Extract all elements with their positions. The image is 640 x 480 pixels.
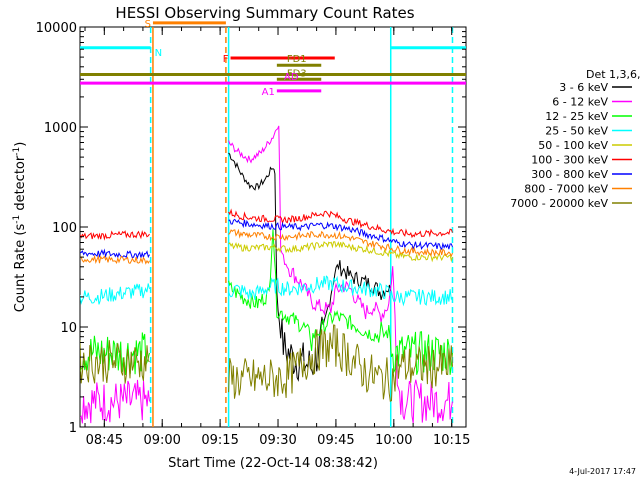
chart-title: HESSI Observing Summary Count Rates xyxy=(115,4,414,22)
series-line xyxy=(80,230,150,241)
series-line xyxy=(80,254,150,265)
y-axis-label-sup2: -1 xyxy=(12,147,22,156)
y-tick-label: 100 xyxy=(52,221,77,236)
series-line xyxy=(80,332,150,376)
series-line xyxy=(228,152,392,382)
series-25-50-kev xyxy=(80,275,453,307)
series-12-25-kev xyxy=(80,229,453,376)
y-axis-label-sup1: -1 xyxy=(12,215,22,224)
series-line xyxy=(228,275,453,307)
series-50-100-kev xyxy=(228,241,453,263)
series-line xyxy=(80,248,150,260)
legend-title: Det 1,3,6,9 xyxy=(586,68,640,81)
x-tick-label: 09:30 xyxy=(259,433,296,448)
y-tick-label: 1 xyxy=(69,421,77,436)
legend-label: 800 - 7000 keV xyxy=(524,183,608,196)
flag-label: S xyxy=(145,19,151,30)
legend-label: 50 - 100 keV xyxy=(538,139,608,152)
flag-label: A1 xyxy=(262,87,275,98)
series-line xyxy=(228,228,453,258)
x-tick-label: 10:15 xyxy=(433,433,470,448)
x-tick-label: 09:00 xyxy=(143,433,180,448)
legend-label: 3 - 6 keV xyxy=(559,81,608,94)
y-tick-label: 10000 xyxy=(36,21,77,36)
y-axis: 1 10 100 1000 10000 xyxy=(36,21,466,436)
x-axis-label: Start Time (22-Oct-14 08:38:42) xyxy=(168,456,378,471)
flag-label: F xyxy=(223,54,229,65)
legend-label: 300 - 800 keV xyxy=(531,168,608,181)
x-axis: 08:45 09:00 09:15 09:30 09:45 10:00 10:15 xyxy=(84,27,470,448)
y-axis-label: Count Rate (s-1 detector-1) xyxy=(12,142,28,313)
timestamp: 4-Jul-2017 17:47 xyxy=(569,467,636,476)
series-3-6-kev xyxy=(228,152,392,382)
x-tick-label: 08:45 xyxy=(86,433,123,448)
x-tick-label: 09:15 xyxy=(201,433,238,448)
series-6-12-kev xyxy=(80,125,453,424)
series-line xyxy=(228,241,453,263)
legend-label: 7000 - 20000 keV xyxy=(510,197,608,210)
series-100-300-kev xyxy=(80,208,453,241)
legend-label: 25 - 50 keV xyxy=(545,125,608,138)
series-line xyxy=(228,324,453,402)
series-line xyxy=(80,379,150,424)
flag-label: FD1 xyxy=(287,54,307,65)
legend-label: 6 - 12 keV xyxy=(552,96,608,109)
series-800-7000-kev xyxy=(80,228,453,265)
series-300-800-kev xyxy=(80,218,453,260)
series-7000-20000-kev xyxy=(80,324,453,402)
flag-label: N xyxy=(155,48,162,59)
x-tick-label: 10:00 xyxy=(375,433,412,448)
series-line xyxy=(80,283,150,305)
flag-label: FD3 xyxy=(287,68,307,79)
flag-label: AD xyxy=(284,72,299,83)
series-line xyxy=(228,218,453,251)
x-tick-label: 09:45 xyxy=(317,433,354,448)
y-tick-label: 1000 xyxy=(44,121,77,136)
legend-label: 12 - 25 keV xyxy=(545,110,608,123)
y-axis-label-main: Count Rate (s xyxy=(13,224,28,313)
series-line xyxy=(80,340,150,384)
series-layer xyxy=(80,125,453,424)
y-tick-label: 10 xyxy=(60,321,77,336)
legend-label: 100 - 300 keV xyxy=(531,154,608,167)
series-line xyxy=(228,229,453,375)
y-axis-label-mid: detector xyxy=(13,155,28,215)
series-line xyxy=(228,125,453,424)
series-line xyxy=(228,208,453,239)
y-axis-label-end: ) xyxy=(13,142,28,147)
